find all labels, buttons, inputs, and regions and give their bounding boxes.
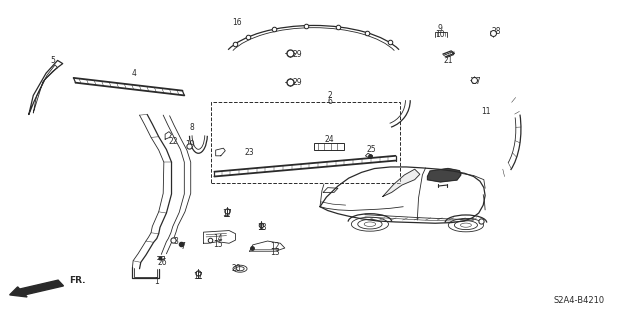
Text: 5: 5 [51,56,56,65]
Text: 18: 18 [258,223,267,232]
Text: 11: 11 [482,107,491,116]
Text: 24: 24 [324,135,335,144]
FancyArrow shape [10,280,63,297]
Text: 27: 27 [472,77,482,86]
Polygon shape [383,169,420,197]
Text: 21: 21 [444,56,452,65]
Text: 23: 23 [244,148,255,157]
Text: 29: 29 [292,50,303,59]
Text: 28: 28 [492,27,500,36]
Text: 20: 20 [232,264,242,273]
Text: 8: 8 [189,123,195,132]
Bar [211,102,400,183]
Text: 10: 10 [435,31,445,39]
Text: 1: 1 [154,277,159,286]
Text: 14: 14 [212,234,223,243]
Text: 12: 12 [271,242,280,251]
Text: 2: 2 [327,91,332,100]
Text: 25: 25 [366,145,376,154]
Text: 29: 29 [292,78,303,87]
Text: 7: 7 [180,242,185,251]
Text: 17: 17 [222,209,232,218]
Text: 16: 16 [232,18,242,27]
Text: 13: 13 [270,248,280,257]
Text: 19: 19 [185,140,195,149]
Text: 4: 4 [132,69,137,78]
Bar [314,143,344,150]
Text: FR.: FR. [69,276,86,285]
Text: 22: 22 [168,137,177,146]
Text: 9: 9 [437,24,442,33]
Text: 26: 26 [157,258,167,267]
Text: S2A4-B4210: S2A4-B4210 [554,296,605,305]
Text: 15: 15 [212,240,223,249]
Text: 17: 17 [193,272,204,281]
Polygon shape [428,169,461,182]
Text: 3: 3 [173,237,179,246]
Text: 6: 6 [327,97,332,106]
